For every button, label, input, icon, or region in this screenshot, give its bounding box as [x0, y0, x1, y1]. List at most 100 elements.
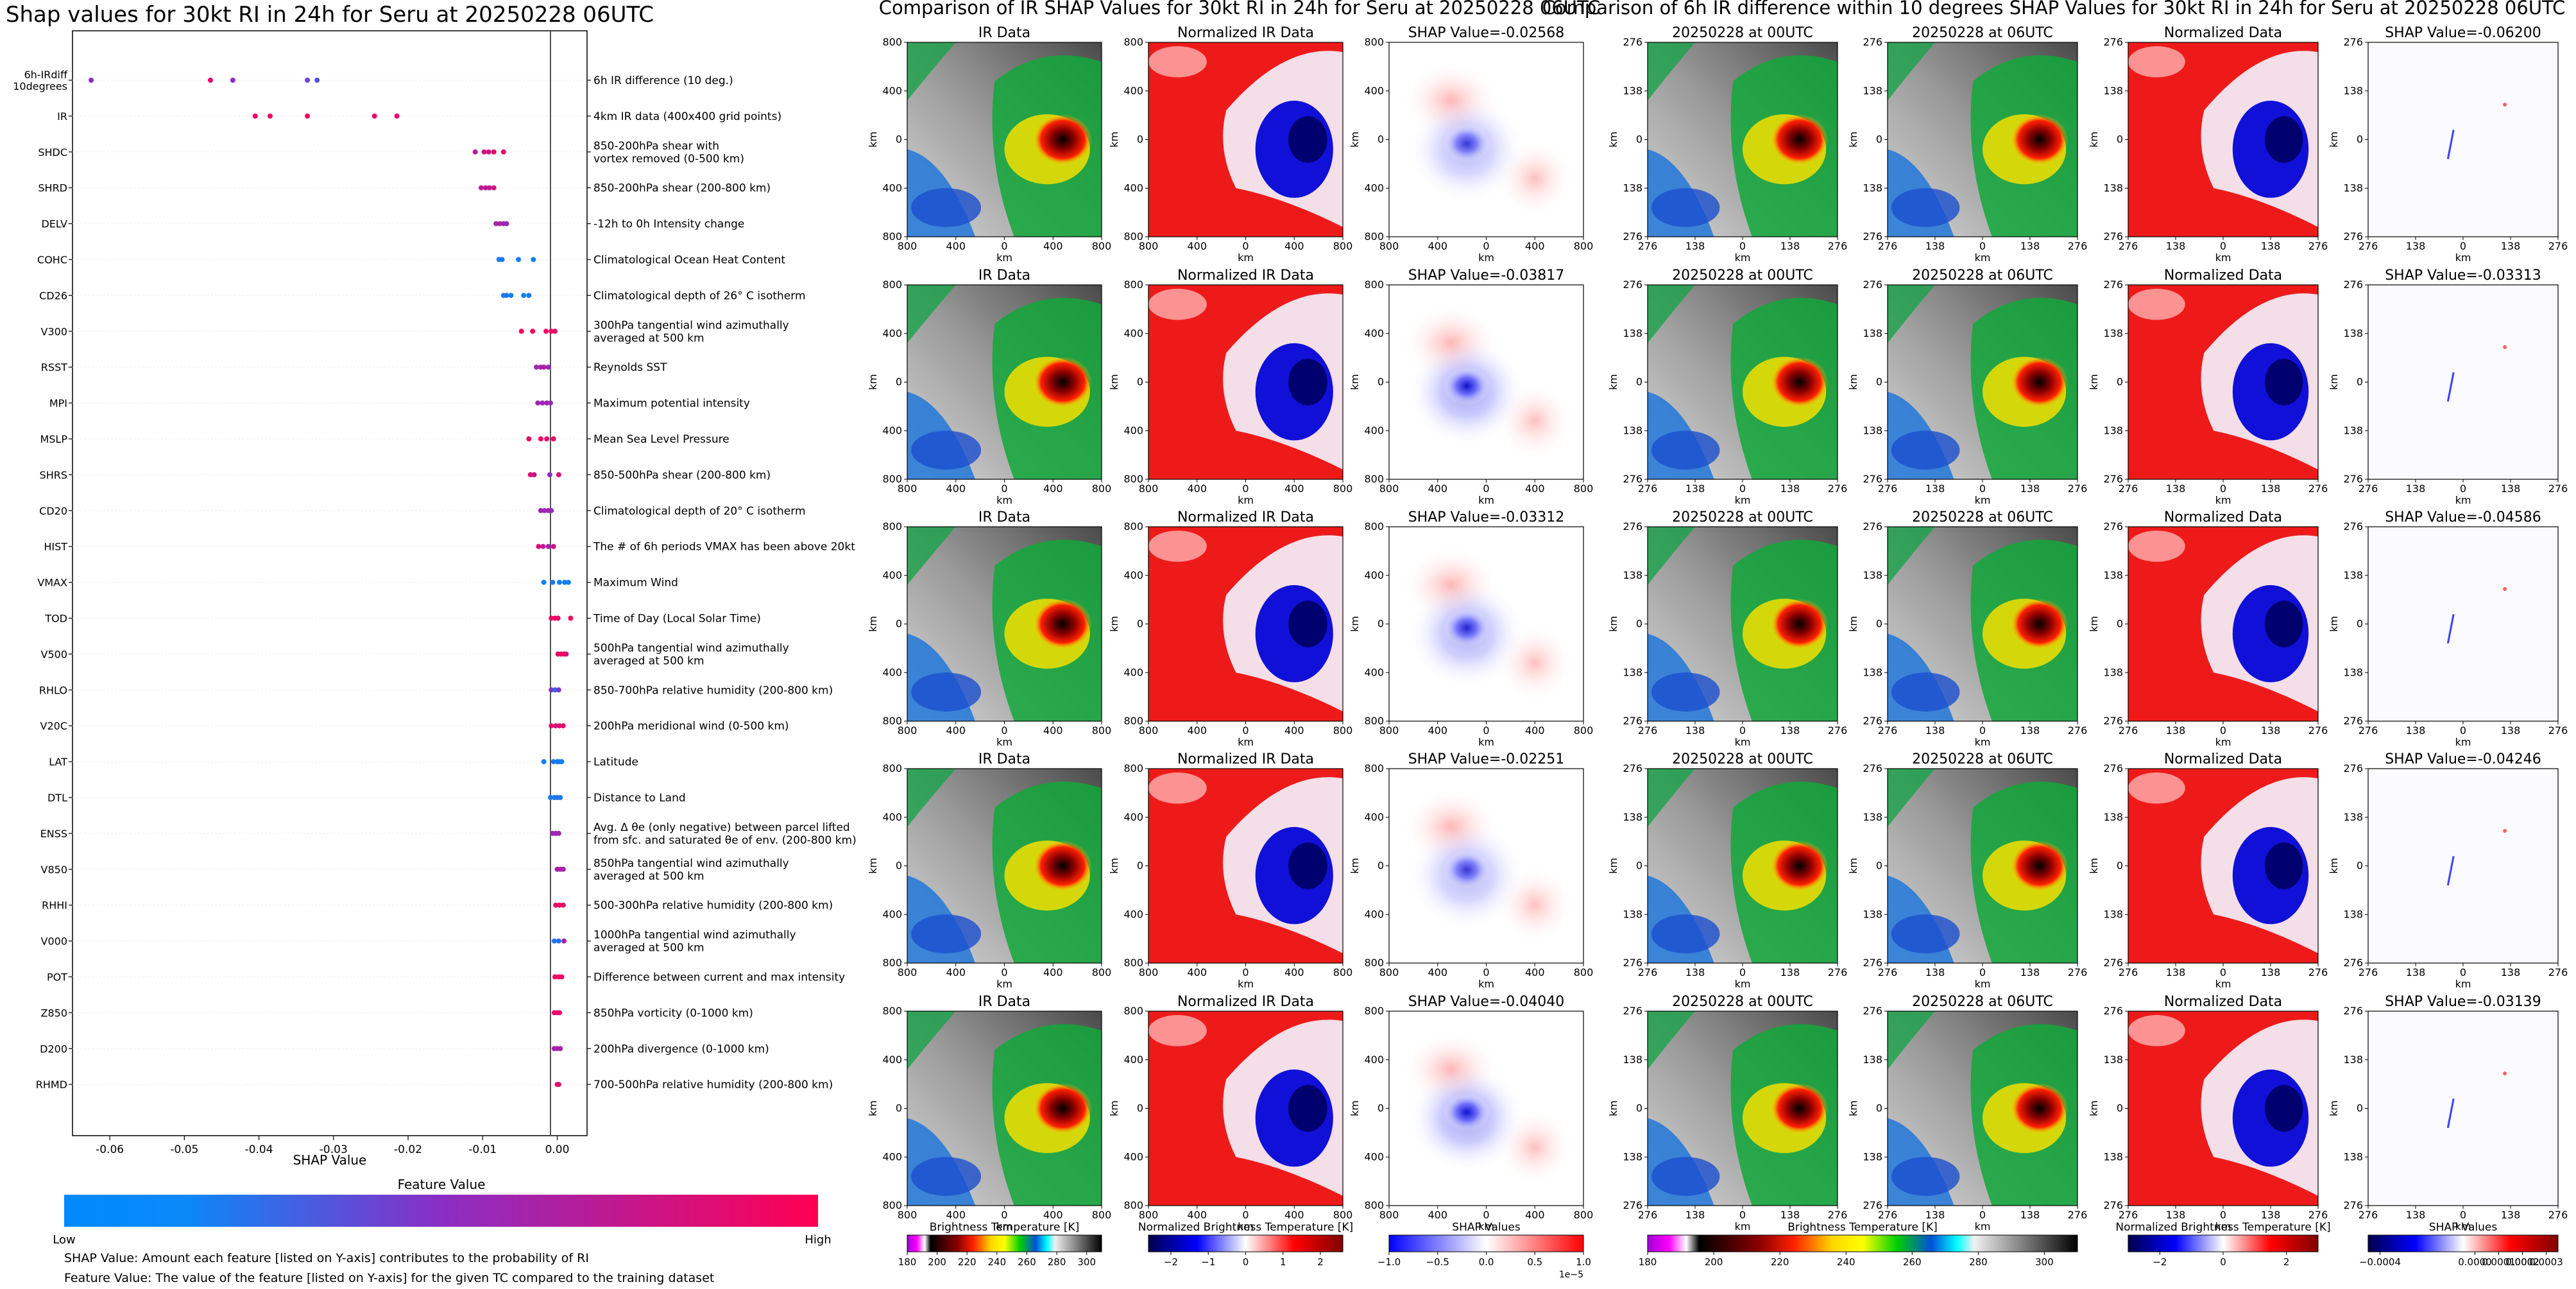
feature-code-label: 6h-IRdiff — [24, 69, 68, 81]
feature-description: Latitude — [593, 756, 638, 769]
panel-ytick-label: 276 — [1623, 1005, 1642, 1017]
panel-ytick-label: 800 — [882, 520, 902, 533]
feature-code-label: ENSS — [40, 828, 67, 840]
panel-ylabel: km — [867, 616, 879, 632]
panel-ylabel: km — [867, 1100, 879, 1116]
panel-xtick-label: 138 — [2261, 1209, 2281, 1221]
panel-ytick-label: 276 — [2343, 473, 2363, 485]
ir-section-title: Comparison of IR SHAP Values for 30kt RI… — [879, 0, 1601, 19]
ir-panel-title: IR Data — [978, 268, 1030, 284]
feature-description: -12h to 0h Intensity change — [593, 218, 744, 231]
panel-xtick-label: 0 — [1483, 1209, 1489, 1221]
shap-point — [534, 364, 539, 370]
panel-ytick-label: 138 — [2343, 908, 2363, 920]
diff-shap-streak — [2446, 372, 2455, 402]
ir-panel-title: SHAP Value=-0.04040 — [1408, 994, 1565, 1010]
colorbar-tick-label: 0.0003 — [2529, 1256, 2563, 1268]
panel-ytick-label: 276 — [2343, 1005, 2363, 1017]
panel-xtick-label: 0 — [2220, 482, 2226, 495]
panel-ytick-label: 400 — [882, 569, 902, 581]
panel-ytick-label: 800 — [1364, 36, 1384, 48]
feature-description: Distance to Land — [593, 792, 686, 805]
feature-description: Avg. Δ θe (only negative) between parcel… — [593, 821, 850, 834]
panel-xlabel: km — [2455, 1220, 2471, 1233]
panel-ytick-label: 138 — [1623, 85, 1642, 97]
shap-point — [556, 687, 561, 693]
diff-shap-background — [2368, 527, 2558, 721]
ir-panel-title: SHAP Value=-0.03817 — [1408, 268, 1565, 284]
panel-xtick-label: 400 — [1284, 724, 1304, 737]
panel-ytick-label: 0 — [2357, 860, 2363, 872]
ir-storm-core — [1033, 841, 1092, 891]
shap-point — [549, 723, 554, 729]
feature-code-label: IR — [57, 110, 67, 123]
shap-point — [491, 149, 497, 155]
panel-ytick-label: 800 — [882, 473, 902, 485]
panel-xtick-label: 276 — [2358, 1209, 2378, 1221]
panel-xtick-label: 0 — [1001, 966, 1007, 978]
panel-ytick-label: 0 — [1636, 618, 1642, 630]
shap-point — [536, 543, 542, 549]
panel-ytick-label: 276 — [1863, 230, 1882, 243]
shap-point — [504, 293, 509, 298]
panel-xtick-label: 276 — [2308, 240, 2328, 252]
panel-xtick-label: 276 — [2119, 482, 2138, 495]
feature-description: 850-200hPa shear (200-800 km) — [593, 182, 771, 195]
panel-xtick-label: 0 — [2220, 966, 2226, 978]
feature-description: Difference between current and max inten… — [593, 971, 845, 984]
colorbar-tick-label: 220 — [1771, 1256, 1789, 1268]
panel-xtick-label: 138 — [1780, 1209, 1800, 1221]
panel-ytick-label: 400 — [1364, 327, 1384, 339]
shap-point — [541, 759, 547, 765]
feature-code-label: D200 — [40, 1043, 67, 1055]
panel-xlabel: km — [1975, 252, 1991, 264]
ir-storm-core — [2011, 841, 2068, 891]
panel-ylabel: km — [1349, 858, 1361, 874]
panel-ytick-label: 138 — [1623, 666, 1642, 678]
panel-xtick-label: 0 — [1979, 240, 1986, 252]
panel-xlabel: km — [1975, 978, 1991, 990]
panel-ytick-label: 800 — [1364, 715, 1384, 727]
panel-ytick-label: 800 — [1364, 278, 1384, 291]
panel-xtick-label: 276 — [2308, 1209, 2328, 1221]
panel-xtick-label: 138 — [1780, 240, 1800, 252]
diff-shap-background — [2368, 42, 2558, 237]
shap-point — [538, 508, 543, 513]
shap-point — [557, 579, 562, 585]
shap-point — [548, 795, 553, 800]
panel-xtick-label: 276 — [2119, 724, 2138, 737]
norm-pink-patch — [2128, 1015, 2185, 1046]
shap-point — [552, 687, 558, 693]
shap-point — [560, 902, 566, 908]
panel-ylabel: km — [867, 858, 879, 874]
ir-cloud-green-nw — [907, 285, 956, 343]
panel-xtick-label: 276 — [2548, 1209, 2568, 1221]
colorbar-tick-label: 2 — [1317, 1256, 1324, 1268]
panel-xlabel: km — [1238, 252, 1254, 264]
panel-ytick-label: 400 — [882, 1150, 902, 1163]
diff-panel-title: Normalized Data — [2164, 268, 2282, 284]
panel-ylabel: km — [1607, 1100, 1619, 1116]
panel-xtick-label: 400 — [946, 482, 966, 495]
panel-ytick-label: 276 — [2103, 473, 2123, 485]
colorbar-tick-label: −1.0 — [1378, 1256, 1401, 1268]
irdiff-colorbars: Brightness Temperature [K] 180 200 220 240 26… — [1639, 1221, 2563, 1268]
shap-point — [530, 329, 536, 334]
feature-code-label: VMAX — [37, 577, 67, 589]
diff-panel-title: Normalized Data — [2164, 994, 2282, 1010]
ir-cloud-blue-sw — [911, 431, 982, 470]
shap-point — [544, 436, 550, 441]
ir-panel-title: IR Data — [978, 509, 1030, 525]
panel-ytick-label: 276 — [2103, 715, 2123, 727]
panel-ytick-label: 0 — [1636, 133, 1642, 146]
panel-xtick-label: 400 — [1284, 240, 1304, 252]
panel-xtick-label: 138 — [1780, 966, 1800, 978]
panel-xtick-label: 138 — [2020, 724, 2040, 737]
panel-xtick-label: 0 — [1483, 724, 1489, 737]
feature-description: Climatological Ocean Heat Content — [593, 254, 785, 267]
panel-xtick-label: 400 — [1043, 724, 1063, 737]
